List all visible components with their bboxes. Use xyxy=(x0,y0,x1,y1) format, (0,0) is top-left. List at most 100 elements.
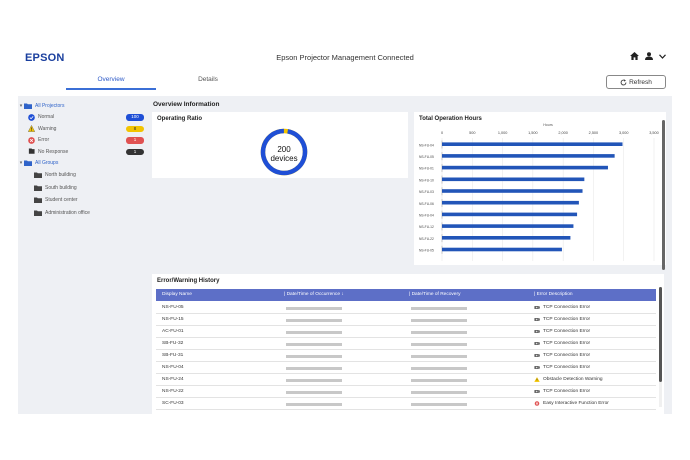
error-history-card: Error/Warning History Display Name | Dat… xyxy=(152,274,664,414)
epson-logo: EPSON xyxy=(25,52,65,64)
table-row[interactable]: NS-FU-15 TCP Connection Error xyxy=(156,314,656,326)
projector-error-icon xyxy=(534,366,540,369)
cell-error-description: TCP Connection Error xyxy=(543,305,591,310)
x-tick-label: 500 xyxy=(469,131,475,135)
bar xyxy=(442,165,608,170)
user-icon[interactable] xyxy=(645,52,653,60)
group-list: North building South building Student cent… xyxy=(18,169,150,219)
category-label: NS-FU-10 xyxy=(419,178,434,182)
refresh-button[interactable]: Refresh xyxy=(606,75,666,89)
table-row[interactable]: NS-FU-22 TCP Connection Error xyxy=(156,386,656,398)
ratio-center-text: 200 devices xyxy=(258,145,310,163)
category-label: NS-FU-03 xyxy=(419,190,434,194)
cell-error-description: TCP Connection Error xyxy=(543,365,591,370)
ratio-donut xyxy=(260,128,308,176)
bar xyxy=(442,247,562,252)
table-row[interactable]: NS-FU-04 TCP Connection Error xyxy=(156,362,656,374)
table-row[interactable]: NS-FU-05 TCP Connection Error xyxy=(156,302,656,314)
cell-error-description: Easy Interactive Function Error xyxy=(543,401,609,406)
col-occurrence[interactable]: | Date/Time of Occurrence ↓ xyxy=(284,292,344,297)
cell-display-name: AC-FU-01 xyxy=(162,329,184,334)
status-label: Normal xyxy=(38,114,55,121)
cell-error-description: TCP Connection Error xyxy=(543,353,591,358)
folder-icon xyxy=(34,185,42,191)
projector-error-icon xyxy=(534,354,540,357)
category-label: NS-FU-05 xyxy=(419,155,434,159)
category-label: NS-FU-04 xyxy=(419,143,434,147)
group-label: Administration office xyxy=(45,209,90,216)
projector-error-icon xyxy=(534,306,540,309)
col-description[interactable]: | Error Description xyxy=(534,292,573,297)
folder-icon xyxy=(34,172,42,179)
overview-title: Overview Information xyxy=(153,101,220,108)
category-label: NS-FU-05 xyxy=(419,249,434,253)
projector-error-icon xyxy=(534,390,540,393)
chart-title: Total Operation Hours xyxy=(419,116,482,122)
cell-error-description: TCP Connection Error xyxy=(543,341,591,346)
tab-overview[interactable]: Overview xyxy=(66,72,156,90)
sort-desc-icon[interactable]: ↓ xyxy=(341,292,344,297)
tab-details[interactable]: Details xyxy=(198,76,218,83)
table-row[interactable]: AC-FU-01 TCP Connection Error xyxy=(156,326,656,338)
ratio-count: 200 xyxy=(277,145,291,154)
table-row[interactable]: SB-FU-32 TCP Connection Error xyxy=(156,338,656,350)
status-item[interactable]: Error 1 xyxy=(18,135,150,147)
group-item[interactable]: Student center xyxy=(18,194,150,207)
projector-error-icon xyxy=(534,342,540,345)
col-description-label: Error Description xyxy=(536,292,573,297)
status-item[interactable]: No Response 1 xyxy=(18,146,150,158)
col-recovery-label: Date/Time of Recovery xyxy=(411,292,461,297)
recovery-time-placeholder xyxy=(411,306,467,310)
folder-icon xyxy=(24,160,32,167)
bar xyxy=(442,154,615,158)
folder-icon xyxy=(34,197,42,204)
tree-all-projectors[interactable]: ▾ All Projectors xyxy=(18,100,150,112)
table-row[interactable]: SB-FU-31 TCP Connection Error xyxy=(156,350,656,362)
table-header: Display Name | Date/Time of Occurrence ↓… xyxy=(156,289,656,301)
header-icons xyxy=(630,52,666,60)
status-item[interactable]: Warning 8 xyxy=(18,123,150,135)
col-recovery[interactable]: | Date/Time of Recovery xyxy=(409,292,461,297)
no-response-icon xyxy=(28,148,35,154)
scroll-thumb[interactable] xyxy=(659,287,662,382)
error-icon xyxy=(28,136,35,144)
occurrence-time-placeholder xyxy=(286,342,342,346)
col-display-name[interactable]: Display Name xyxy=(162,292,192,297)
warning-icon xyxy=(534,377,540,382)
home-icon[interactable] xyxy=(630,52,639,60)
group-item[interactable]: Administration office xyxy=(18,207,150,220)
occurrence-time-placeholder xyxy=(286,354,342,358)
x-tick-label: 2,000 xyxy=(558,131,568,135)
status-label: Error xyxy=(38,137,50,144)
table-row[interactable]: NS-FU-24 Obstacle Detection Warning xyxy=(156,374,656,386)
operating-ratio-card: Operating Ratio 200 devices xyxy=(152,112,408,178)
recovery-time-placeholder xyxy=(411,366,467,370)
recovery-time-placeholder xyxy=(411,330,467,334)
tree-all-groups[interactable]: ▾ All Groups xyxy=(18,158,150,170)
recovery-time-placeholder xyxy=(411,378,467,382)
caret-down-icon[interactable]: ▾ xyxy=(19,160,23,167)
group-label: North building xyxy=(45,172,76,179)
status-count-badge: 1 xyxy=(126,148,144,155)
chart-scrollbar[interactable] xyxy=(661,112,665,288)
caret-down-icon[interactable]: ▾ xyxy=(19,102,23,109)
group-item[interactable]: South building xyxy=(18,182,150,195)
operation-hours-chart: Hours 0 500 1,000 1,500 2,000 2,500 3,000 3,500 N… xyxy=(419,123,659,261)
table-scrollbar[interactable] xyxy=(659,287,662,407)
category-label: NS-FU-12 xyxy=(419,225,434,229)
status-count-badge: 100 xyxy=(126,114,144,121)
table-row[interactable]: SC-FU-03 Easy Interactive Function Error xyxy=(156,398,656,410)
status-item[interactable]: Normal 100 xyxy=(18,112,150,124)
status-label: Warning xyxy=(38,125,57,132)
scroll-thumb[interactable] xyxy=(661,120,665,270)
sidebar: ▾ All Projectors Normal 100 Warning 8 Error 1… xyxy=(18,96,150,414)
occurrence-time-placeholder xyxy=(286,306,342,310)
check-circle-icon xyxy=(28,113,35,121)
warning-icon xyxy=(28,125,35,133)
refresh-label: Refresh xyxy=(629,78,652,86)
error-icon xyxy=(534,401,540,406)
occurrence-time-placeholder xyxy=(286,318,342,322)
operation-hours-card: Total Operation Hours Hours 0 500 1,000 1,50… xyxy=(414,112,666,270)
group-item[interactable]: North building xyxy=(18,169,150,182)
chevron-down-icon[interactable] xyxy=(659,53,666,59)
